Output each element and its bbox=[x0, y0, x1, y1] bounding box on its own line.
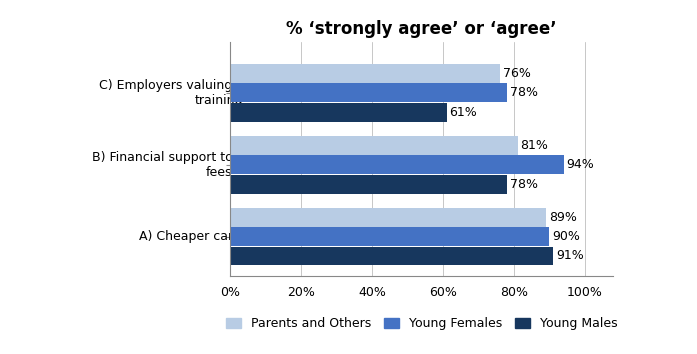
Title: % ‘strongly agree’ or ‘agree’: % ‘strongly agree’ or ‘agree’ bbox=[286, 20, 557, 38]
Text: 89%: 89% bbox=[549, 211, 576, 224]
Text: 81%: 81% bbox=[521, 139, 549, 152]
Bar bbox=[230, 84, 507, 102]
Bar bbox=[230, 155, 564, 174]
Text: 76%: 76% bbox=[503, 67, 530, 80]
Text: 61%: 61% bbox=[450, 106, 477, 119]
Bar bbox=[230, 247, 553, 266]
Bar bbox=[230, 64, 500, 83]
Text: 78%: 78% bbox=[510, 86, 537, 99]
Text: 78%: 78% bbox=[510, 178, 537, 190]
Bar bbox=[230, 208, 546, 227]
Bar bbox=[230, 103, 447, 122]
Text: 90%: 90% bbox=[552, 230, 580, 243]
Text: 91%: 91% bbox=[556, 250, 583, 263]
Legend: Parents and Others, Young Females, Young Males: Parents and Others, Young Females, Young… bbox=[221, 312, 622, 335]
Bar bbox=[230, 227, 549, 246]
Text: 94%: 94% bbox=[567, 158, 595, 171]
Bar bbox=[230, 136, 518, 155]
Bar bbox=[230, 175, 507, 194]
